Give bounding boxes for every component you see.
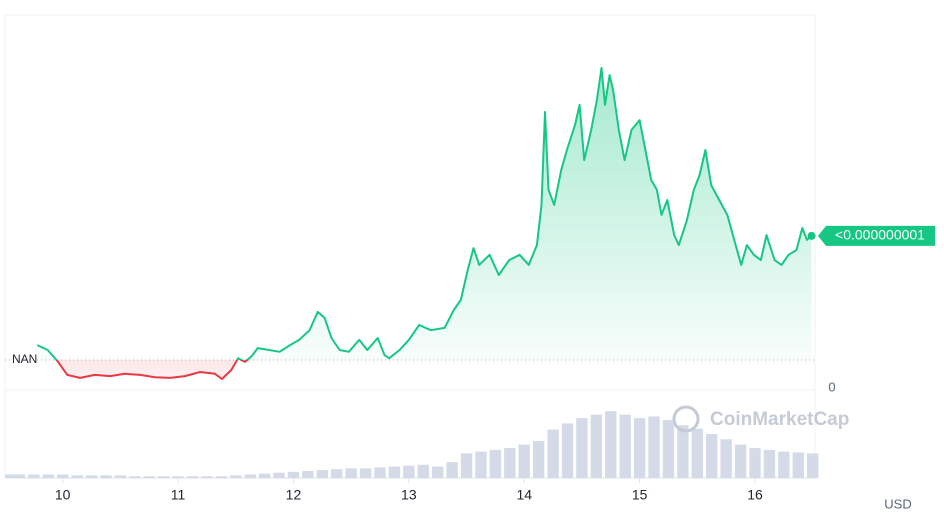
x-tick-label: 15 bbox=[632, 487, 648, 503]
volume-bar bbox=[287, 471, 300, 478]
volume-bar bbox=[605, 411, 617, 478]
volume-bar bbox=[720, 439, 732, 478]
volume-bar bbox=[532, 441, 545, 478]
volume-bar bbox=[331, 469, 343, 478]
volume-bar bbox=[446, 462, 458, 478]
volume-bar bbox=[691, 428, 703, 478]
volume-bar bbox=[230, 475, 242, 478]
volume-bar bbox=[85, 475, 98, 478]
volume-bar bbox=[157, 476, 170, 478]
volume-bar bbox=[561, 423, 574, 478]
volume-bar bbox=[186, 476, 199, 478]
watermark-logo bbox=[672, 405, 700, 433]
volume-bar bbox=[489, 449, 502, 478]
volume-bar bbox=[706, 434, 718, 478]
volume-bar bbox=[42, 474, 54, 478]
x-tick-label: 16 bbox=[747, 487, 763, 503]
volume-bar bbox=[432, 466, 444, 478]
x-tick-label: 11 bbox=[171, 487, 186, 503]
volume-bar bbox=[71, 475, 83, 478]
watermark: CoinMarketCap bbox=[710, 409, 849, 430]
volume-bar bbox=[662, 419, 675, 478]
x-tick-label: 13 bbox=[401, 487, 417, 503]
currency-label: USD bbox=[884, 496, 911, 511]
volume-bar bbox=[504, 448, 516, 478]
price-line bbox=[36, 67, 813, 380]
volume-bars bbox=[5, 411, 819, 478]
volume-bar bbox=[13, 474, 26, 478]
volume-bar bbox=[100, 475, 112, 478]
price-pane: 10 11 12 13 14 15 16 0 NAN <0.000000001 bbox=[5, 67, 935, 503]
x-tick-label: 12 bbox=[286, 487, 302, 503]
volume-bar bbox=[57, 474, 69, 478]
volume-bar bbox=[114, 475, 127, 478]
volume-bar bbox=[518, 444, 530, 478]
volume-bar bbox=[417, 464, 429, 478]
volume-bar bbox=[633, 418, 646, 478]
volume-bar bbox=[460, 453, 473, 478]
volume-bar bbox=[302, 470, 314, 478]
volume-bar bbox=[359, 468, 372, 478]
volume-bar bbox=[807, 453, 819, 478]
volume-bar bbox=[778, 451, 790, 478]
volume-bar bbox=[374, 467, 386, 478]
volume-bar bbox=[244, 474, 256, 478]
x-tick-label: 14 bbox=[516, 487, 532, 503]
volume-bar bbox=[677, 425, 689, 478]
volume-bar bbox=[129, 476, 141, 478]
volume-bar bbox=[258, 473, 271, 478]
price-area bbox=[37, 68, 812, 379]
volume-bar bbox=[172, 476, 184, 478]
volume-bar bbox=[215, 476, 228, 478]
volume-bar bbox=[749, 448, 761, 478]
x-tick-label: 10 bbox=[55, 487, 71, 503]
volume-bar bbox=[590, 414, 603, 478]
volume-bar bbox=[619, 414, 631, 478]
volume-bar bbox=[388, 466, 401, 478]
volume-bar bbox=[5, 474, 17, 478]
volume-bar bbox=[576, 418, 588, 478]
volume-bar bbox=[201, 476, 213, 478]
volume-bar bbox=[273, 472, 285, 478]
volume-bar bbox=[547, 429, 559, 478]
volume-bar bbox=[734, 444, 747, 478]
volume-bar bbox=[763, 449, 776, 478]
volume-bar bbox=[28, 474, 40, 478]
volume-bar bbox=[316, 470, 328, 478]
volume-bar bbox=[648, 416, 660, 478]
volume-bar bbox=[792, 452, 804, 478]
baseline-label: NAN bbox=[12, 352, 37, 366]
last-point bbox=[807, 231, 816, 240]
price-tag bbox=[818, 225, 935, 246]
volume-bar bbox=[403, 465, 415, 478]
volume-bar bbox=[475, 451, 487, 478]
y-tick-label: 0 bbox=[828, 379, 835, 394]
volume-bar bbox=[345, 468, 357, 478]
volume-bar bbox=[143, 476, 155, 478]
price-tag-label: <0.000000001 bbox=[835, 227, 925, 243]
